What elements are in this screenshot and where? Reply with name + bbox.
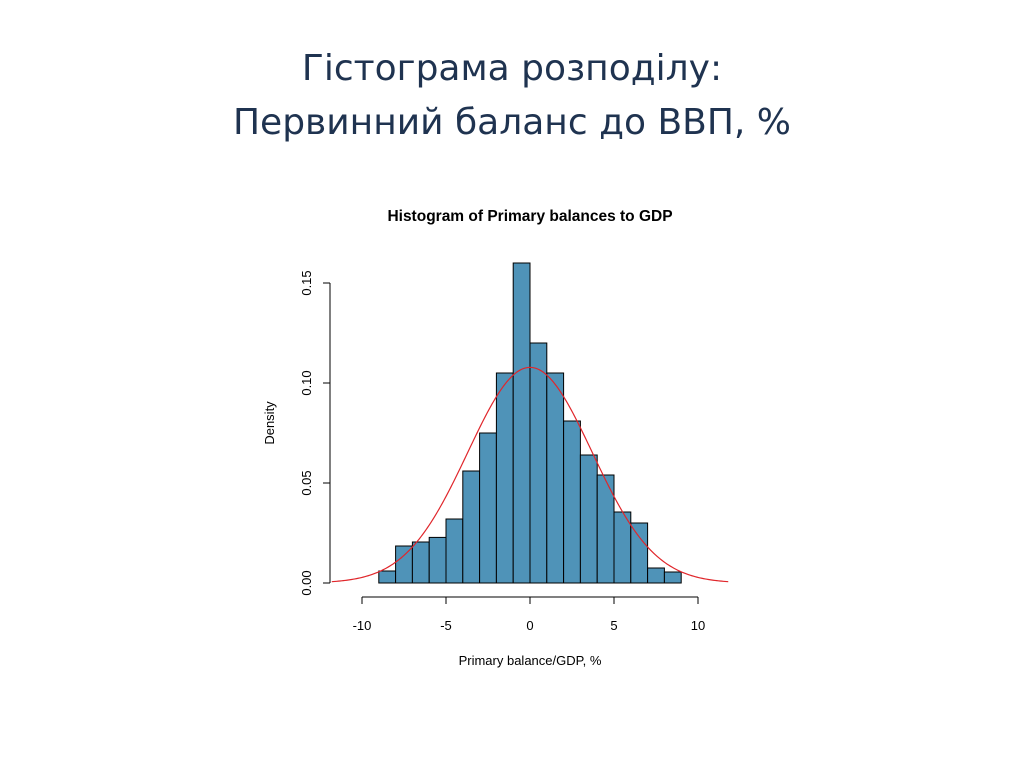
histogram-bar: [395, 545, 413, 584]
histogram-bar: [613, 511, 632, 584]
slide-title: Гістограма розподілу: Первинний баланс д…: [0, 42, 1024, 150]
histogram-bar: [529, 342, 548, 584]
histogram-bar: [647, 567, 665, 584]
histogram-bar: [378, 570, 397, 584]
y-tick-label: 0.15: [299, 270, 314, 295]
histogram-bar: [563, 420, 581, 584]
y-tick-label: 0.05: [299, 470, 314, 495]
histogram-bar: [445, 518, 464, 584]
y-tick-label: 0.00: [299, 570, 314, 595]
histogram-bar: [546, 372, 565, 584]
histogram-bar: [512, 262, 531, 584]
x-axis-label: Primary balance/GDP, %: [459, 653, 602, 668]
slide-title-line1: Гістограма розподілу:: [301, 48, 723, 89]
histogram-bar: [495, 372, 514, 584]
slide-title-line2: Первинний баланс до ВВП, %: [232, 102, 792, 143]
x-tick-label: 5: [610, 618, 617, 633]
histogram-bar: [479, 432, 497, 584]
x-tick-label: -10: [353, 618, 372, 633]
density-curve: [331, 366, 729, 583]
x-tick-label: 10: [691, 618, 705, 633]
x-tick-label: 0: [526, 618, 533, 633]
y-tick-label: 0.10: [299, 370, 314, 395]
curve-layer: [331, 366, 729, 583]
axes-layer: -10 -5 0 5 10 0.00 0.05 0.10 0.15: [299, 270, 705, 633]
histogram-bar: [630, 522, 649, 584]
y-axis-label: Density: [262, 401, 277, 445]
x-tick-label: -5: [440, 618, 452, 633]
chart-title: Histogram of Primary balances to GDP: [387, 208, 672, 225]
histogram-bar: [411, 541, 430, 584]
histogram-bar: [663, 571, 682, 584]
histogram-bar: [462, 470, 481, 584]
histogram-bar: [579, 454, 598, 584]
bars-layer: [378, 262, 682, 584]
histogram-bar: [428, 536, 447, 584]
